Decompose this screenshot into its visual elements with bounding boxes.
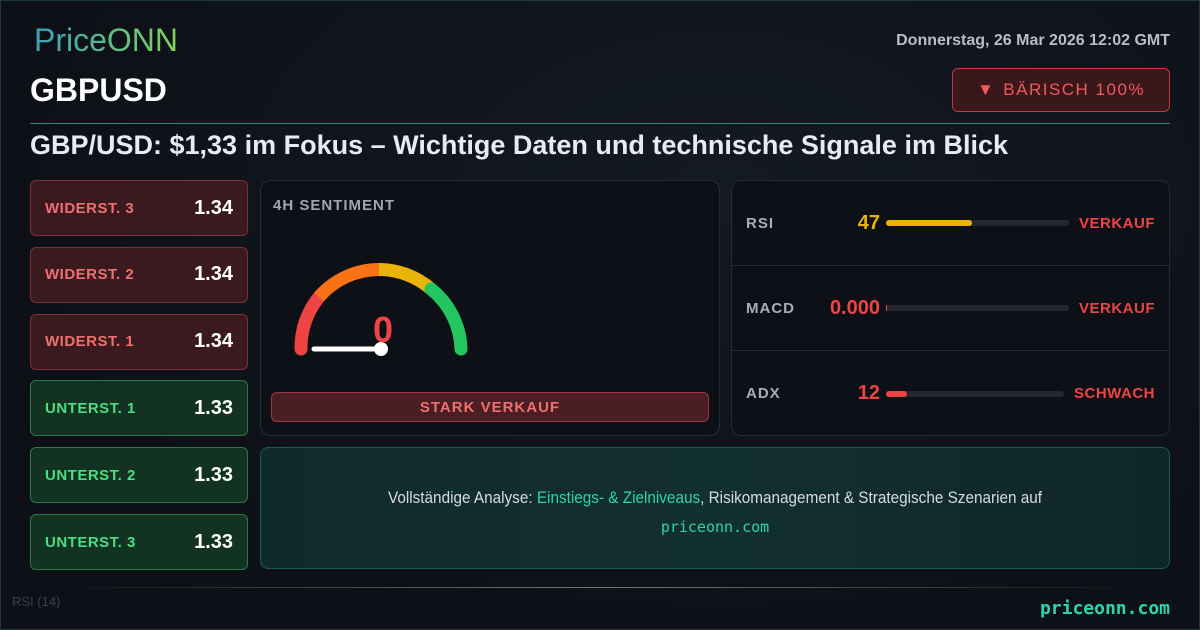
indicator-bar-fill [886,305,887,311]
level-support: UNTERST. 1 1.33 [30,380,248,437]
indicator-bar [886,390,1064,397]
level-value: 1.33 [194,396,233,419]
level-name: UNTERST. 1 [45,399,136,417]
gauge-orange [314,263,380,302]
indicator-row: MACD 0.000 VERKAUF [732,266,1169,351]
triangle-down-icon: ▼ [976,80,996,99]
indicator-signal: VERKAUF [1078,214,1155,232]
date: Donnerstag, 26 Mar 2026 12:02 GMT [896,32,1170,49]
level-name: WIDERST. 3 [45,199,135,217]
indicator-bar-fill [886,390,908,397]
footer-url[interactable]: priceonn.com [1039,598,1170,619]
level-support: UNTERST. 3 1.33 [30,514,248,570]
cta-link[interactable]: priceonn.com [660,518,770,536]
headline: GBP/USD: $1,33 im Fokus – Wichtige Daten… [30,130,1008,160]
indicator-value: 0.000 [829,296,880,319]
level-value: 1.34 [194,263,233,286]
level-value: 1.33 [194,463,233,486]
gauge-green [424,282,468,356]
indicator-name: MACD [746,299,795,317]
level-value: 1.33 [194,530,233,553]
indicator-row: RSI 47 VERKAUF [732,181,1169,266]
level-resistance: WIDERST. 1 1.34 [30,313,248,370]
indicator-value: 12 [857,382,880,404]
divider [30,123,1170,124]
level-name: UNTERST. 2 [45,466,136,484]
indicators-card: RSI 47 VERKAUF MACD 0.000 VERKAUF ADX 12 SCHWACH [731,180,1170,436]
sentiment-gauge [294,263,468,356]
symbol-title: GBPUSD [30,72,167,108]
indicator-bar [886,220,1069,226]
indicator-name: RSI [746,214,775,232]
indicator-signal: VERKAUF [1078,299,1155,317]
cta-text: Vollständige Analyse: Einstiegs- & Zieln… [387,488,1043,507]
level-name: WIDERST. 2 [45,266,135,284]
level-resistance: WIDERST. 3 1.34 [30,180,248,236]
logo: PriceONN [34,22,179,58]
level-name: WIDERST. 1 [45,333,135,351]
level-name: UNTERST. 3 [45,533,136,551]
sentiment-badge: ▼ BÄRISCH 100% [952,68,1170,112]
indicator-bar [886,305,1069,311]
badge-label: BÄRISCH 100% [1003,80,1146,99]
sentiment-title: 4H SENTIMENT [273,197,396,214]
sentiment-value: 0 [372,309,394,350]
cta-highlight: Einstiegs- & Zielniveaus [536,488,701,507]
indicator-value: 47 [857,211,880,234]
footer-divider [55,587,1145,588]
analysis-cta[interactable]: Vollständige Analyse: Einstiegs- & Zieln… [260,447,1170,569]
gauge-yellow [378,263,436,295]
indicator-row: ADX 12 SCHWACH [732,351,1169,436]
gauge-red [294,290,326,356]
level-support: UNTERST. 2 1.33 [30,447,248,504]
sentiment-verdict: STARK VERKAUF [271,392,709,422]
level-value: 1.34 [194,196,233,219]
indicator-name: ADX [746,385,781,402]
gauge-hub [374,342,388,356]
indicator-signal: SCHWACH [1074,385,1155,402]
indicator-bar-fill [886,220,972,226]
level-value: 1.34 [194,330,233,353]
background-rsi-label: RSI (14) [12,594,61,609]
level-resistance: WIDERST. 2 1.34 [30,246,248,303]
sentiment-card: 4H SENTIMENT 0 STARK VERKAUF [260,180,720,436]
